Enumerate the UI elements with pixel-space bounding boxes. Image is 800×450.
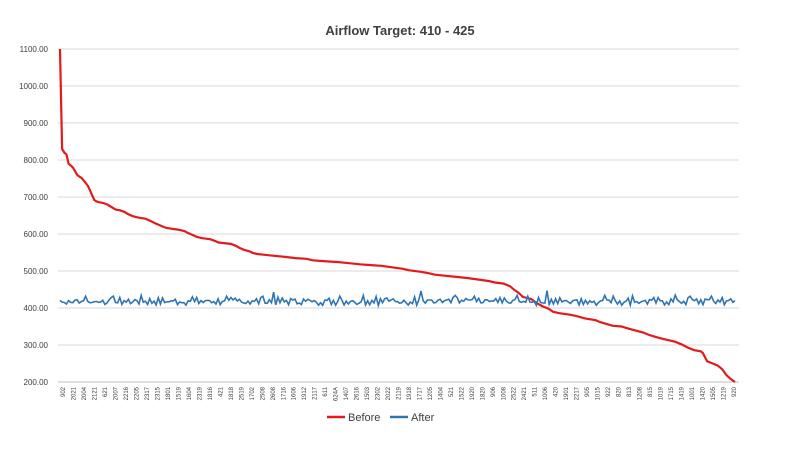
y-axis-ticks: 200.00 300.00 400.00 500.00 600.00 700.00 800.… [19, 45, 48, 387]
y-tick-label: 300.00 [24, 341, 49, 350]
x-tick-label: 2519 [239, 386, 245, 400]
y-tick-label: 900.00 [24, 119, 49, 128]
x-tick-label: 2508 [260, 386, 266, 400]
x-tick-label: 2021 [72, 386, 78, 400]
x-tick-label: 1208 [637, 386, 643, 400]
y-tick-label: 700.00 [24, 193, 49, 202]
x-tick-label: 521 [449, 386, 455, 397]
legend: Before After [327, 412, 435, 424]
x-tick-label: 2205 [135, 386, 141, 400]
x-tick-label: 1606 [292, 386, 298, 400]
x-tick-label: 1006 [543, 386, 549, 400]
x-tick-label: 902 [61, 386, 67, 397]
x-tick-label: 1205 [428, 386, 434, 400]
y-tick-label: 200.00 [24, 378, 49, 387]
x-tick-label: 1820 [480, 386, 486, 400]
chart-title: Airflow Target: 410 - 425 [325, 23, 474, 38]
x-tick-label: 2302 [376, 386, 382, 400]
x-tick-label: 2007 [114, 386, 120, 400]
x-tick-label: 922 [606, 386, 612, 397]
x-tick-label: 905 [585, 386, 591, 397]
x-tick-label: 1219 [721, 386, 727, 400]
x-tick-label: 1901 [564, 386, 570, 400]
x-tick-label: 1015 [596, 386, 602, 400]
x-tick-label: 511 [533, 386, 539, 396]
x-tick-label: 2022 [386, 386, 392, 400]
gridlines [58, 48, 739, 346]
x-tick-label: 1816 [208, 386, 214, 400]
x-tick-label: 2421 [522, 386, 528, 400]
x-tick-label: 2616 [355, 386, 361, 400]
x-tick-label: 611 [323, 386, 329, 396]
x-tick-label: 820 [617, 386, 623, 397]
series-lines [58, 48, 736, 383]
x-tick-label: 1420 [700, 386, 706, 400]
x-tick-label: 2117 [313, 386, 319, 400]
y-tick-label: 1000.00 [19, 82, 48, 91]
series-line-after [59, 290, 736, 309]
y-tick-label: 500.00 [24, 267, 49, 276]
y-tick-label: 800.00 [24, 156, 49, 165]
x-tick-label: 2522 [512, 386, 518, 400]
x-tick-label: 2004 [82, 386, 88, 400]
x-tick-label: 906 [491, 386, 497, 397]
x-tick-label: 2317 [145, 386, 151, 400]
x-tick-label: 1503 [365, 386, 371, 400]
x-tick-label: 621 [103, 386, 109, 397]
x-tick-label: 1019 [658, 386, 664, 400]
x-tick-label: 1715 [669, 386, 675, 400]
x-tick-label: 1001 [690, 386, 696, 400]
legend-label-after: After [411, 412, 435, 424]
x-tick-label: 420 [554, 386, 560, 397]
series-line-before [58, 48, 736, 383]
legend-label-before: Before [348, 412, 380, 424]
x-tick-label: 1519 [176, 386, 182, 400]
x-tick-label: 1702 [250, 386, 256, 400]
x-axis-ticks: 902 2021 2004 2121 621 2007 2216 2205 2317 2315 18… [61, 386, 738, 401]
x-tick-label: 1918 [407, 386, 413, 400]
x-tick-label: 1522 [459, 386, 465, 400]
x-tick-label: 813 [627, 386, 633, 397]
x-tick-label: 2319 [197, 386, 203, 400]
x-tick-label: 421 [218, 386, 224, 397]
x-tick-label: 1008 [501, 386, 507, 400]
x-tick-label: 2608 [271, 386, 277, 400]
x-tick-label: 920 [732, 386, 738, 397]
x-tick-label: 1912 [302, 386, 308, 400]
x-tick-label: 1407 [344, 386, 350, 400]
x-tick-label: 1717 [417, 386, 423, 400]
y-tick-label: 600.00 [24, 230, 49, 239]
x-tick-label: 1818 [229, 386, 235, 400]
x-tick-label: 2121 [93, 386, 99, 400]
x-tick-label: 815 [648, 386, 654, 397]
x-tick-label: 1920 [470, 386, 476, 400]
x-tick-label: 1505 [711, 386, 717, 400]
y-tick-label: 400.00 [24, 304, 49, 313]
x-tick-label: 1419 [679, 386, 685, 400]
x-tick-label: 2216 [124, 386, 130, 400]
x-tick-label: 2119 [397, 386, 403, 400]
x-tick-label: 2315 [156, 386, 162, 400]
x-tick-label: 1801 [166, 386, 172, 400]
y-tick-label: 1100.00 [20, 45, 49, 54]
x-tick-label: 1404 [438, 386, 444, 400]
x-tick-label: 624A [334, 387, 340, 401]
x-tick-label: 1604 [187, 386, 193, 400]
x-tick-label: 1716 [281, 386, 287, 400]
x-tick-label: 2217 [575, 386, 581, 400]
